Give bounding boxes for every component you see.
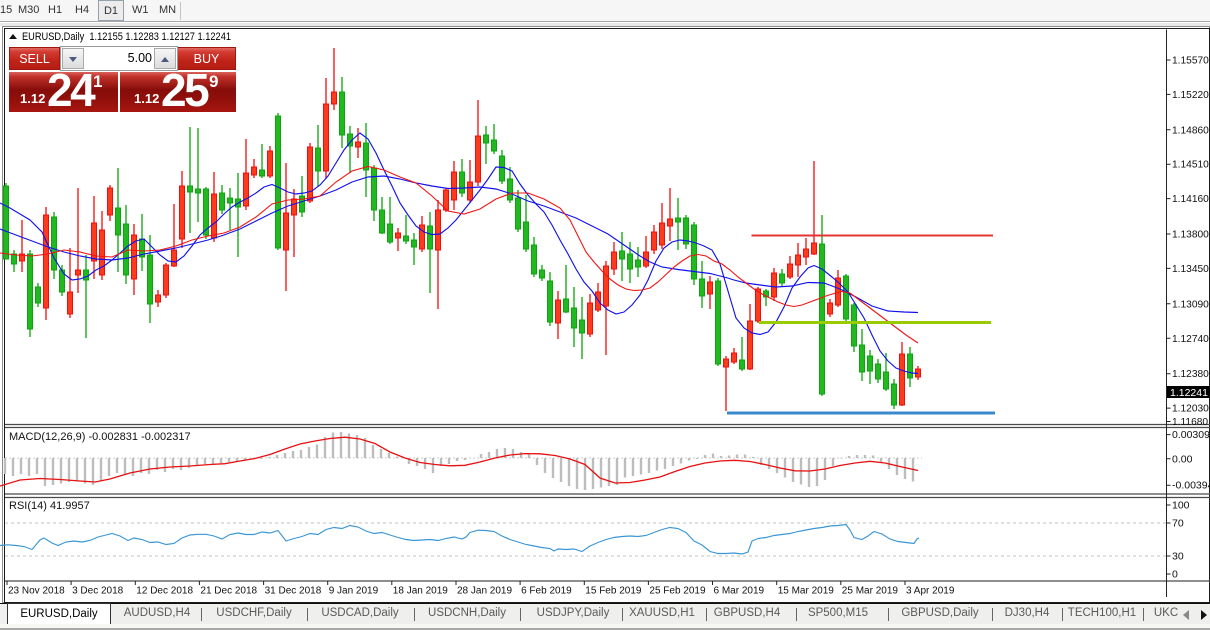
svg-text:25 Feb 2019: 25 Feb 2019 [649, 586, 706, 597]
svg-text:31 Dec 2018: 31 Dec 2018 [265, 586, 322, 597]
svg-text:0: 0 [1172, 569, 1178, 581]
svg-text:9 Jan 2019: 9 Jan 2019 [329, 586, 379, 597]
svg-text:25 Mar 2019: 25 Mar 2019 [842, 586, 899, 597]
svg-text:1.12241: 1.12241 [1170, 387, 1208, 399]
svg-text:28 Jan 2019: 28 Jan 2019 [457, 586, 512, 597]
svg-text:21 Dec 2018: 21 Dec 2018 [200, 586, 257, 597]
svg-text:70: 70 [1172, 518, 1184, 530]
svg-text:6 Mar 2019: 6 Mar 2019 [714, 586, 765, 597]
svg-text:30: 30 [1172, 551, 1184, 563]
svg-text:1.12740: 1.12740 [1172, 334, 1209, 345]
svg-text:-0.003947: -0.003947 [1172, 480, 1210, 492]
svg-text:100: 100 [1172, 500, 1190, 512]
svg-text:1.14860: 1.14860 [1172, 125, 1209, 136]
svg-text:1.12380: 1.12380 [1172, 369, 1209, 380]
svg-text:EURUSD,Daily 1.12155 1.12283: EURUSD,Daily 1.12155 1.12283 1.12127 1.1… [22, 31, 231, 43]
svg-text:1.13090: 1.13090 [1172, 299, 1209, 310]
svg-text:1.14160: 1.14160 [1172, 194, 1209, 205]
svg-text:18 Jan 2019: 18 Jan 2019 [393, 586, 448, 597]
svg-text:15 Mar 2019: 15 Mar 2019 [778, 586, 835, 597]
svg-text:1.13800: 1.13800 [1172, 230, 1209, 241]
svg-text:1.13450: 1.13450 [1172, 264, 1209, 275]
svg-text:1.11680: 1.11680 [1172, 417, 1208, 428]
svg-text:0.00: 0.00 [1172, 453, 1193, 465]
svg-text:1.15570: 1.15570 [1172, 56, 1209, 67]
svg-text:3 Apr 2019: 3 Apr 2019 [906, 586, 955, 597]
svg-text:1.15220: 1.15220 [1172, 90, 1209, 101]
svg-text:15 Feb 2019: 15 Feb 2019 [585, 586, 642, 597]
svg-text:12 Dec 2018: 12 Dec 2018 [136, 586, 193, 597]
svg-text:23 Nov 2018: 23 Nov 2018 [8, 586, 65, 597]
svg-text:1.14510: 1.14510 [1172, 160, 1209, 171]
svg-text:0.003095: 0.003095 [1172, 429, 1210, 441]
svg-text:MACD(12,26,9) -0.002831 -0.002: MACD(12,26,9) -0.002831 -0.002317 [9, 431, 191, 443]
svg-text:1.12030: 1.12030 [1172, 404, 1209, 415]
svg-text:3 Dec 2018: 3 Dec 2018 [72, 586, 124, 597]
svg-text:RSI(14) 41.9957: RSI(14) 41.9957 [9, 500, 90, 512]
svg-text:6 Feb 2019: 6 Feb 2019 [521, 586, 572, 597]
